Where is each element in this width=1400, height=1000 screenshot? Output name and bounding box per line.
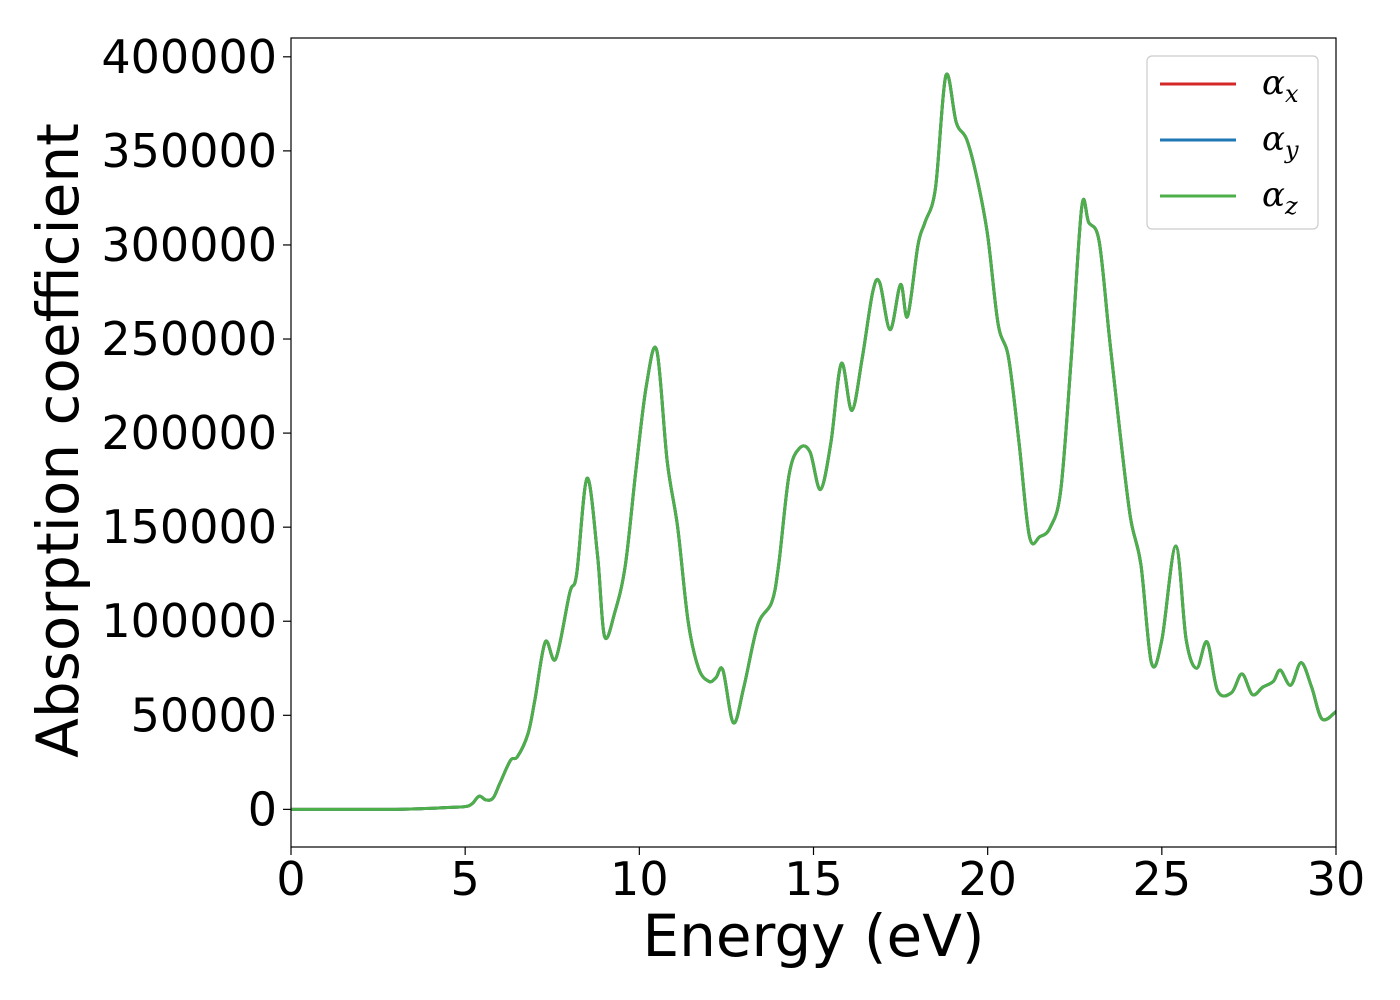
y-tick-label: 250000 bbox=[101, 312, 277, 366]
y-tick-label: 0 bbox=[248, 782, 277, 836]
x-axis-title: Energy (eV) bbox=[642, 902, 984, 970]
y-tick-label: 300000 bbox=[101, 218, 277, 272]
y-axis-title: Absorption coefficient bbox=[24, 123, 92, 758]
y-tick-label: 200000 bbox=[101, 406, 277, 460]
x-tick-label: 10 bbox=[610, 852, 669, 906]
legend-items: αx αy αz bbox=[1160, 63, 1299, 220]
x-tick-label: 15 bbox=[784, 852, 843, 906]
x-tick-label: 0 bbox=[276, 852, 305, 906]
legend-label-alpha-x: αx bbox=[1262, 63, 1299, 108]
legend-box bbox=[1146, 55, 1319, 230]
y-tick-label: 350000 bbox=[101, 124, 277, 178]
x-tick-label: 25 bbox=[1133, 852, 1192, 906]
y-tick-label: 50000 bbox=[131, 688, 277, 742]
x-tick-label: 30 bbox=[1307, 852, 1366, 906]
x-tick-label: 5 bbox=[451, 852, 480, 906]
y-tick-label: 100000 bbox=[101, 594, 277, 648]
legend-label-alpha-y: αy bbox=[1262, 119, 1299, 164]
series-layer bbox=[291, 72, 1336, 811]
y-tick-label: 400000 bbox=[101, 30, 277, 84]
x-tick-label: 20 bbox=[958, 852, 1017, 906]
y-tick-label: 150000 bbox=[101, 500, 277, 554]
legend: αx αy αz bbox=[1146, 55, 1319, 230]
series-line-alpha-z bbox=[291, 72, 1336, 811]
ticks-layer: 0 5 10 15 20 25 30 0 50000 100000 150000 200000 2500… bbox=[101, 30, 1365, 906]
legend-label-alpha-z: αz bbox=[1262, 175, 1298, 220]
